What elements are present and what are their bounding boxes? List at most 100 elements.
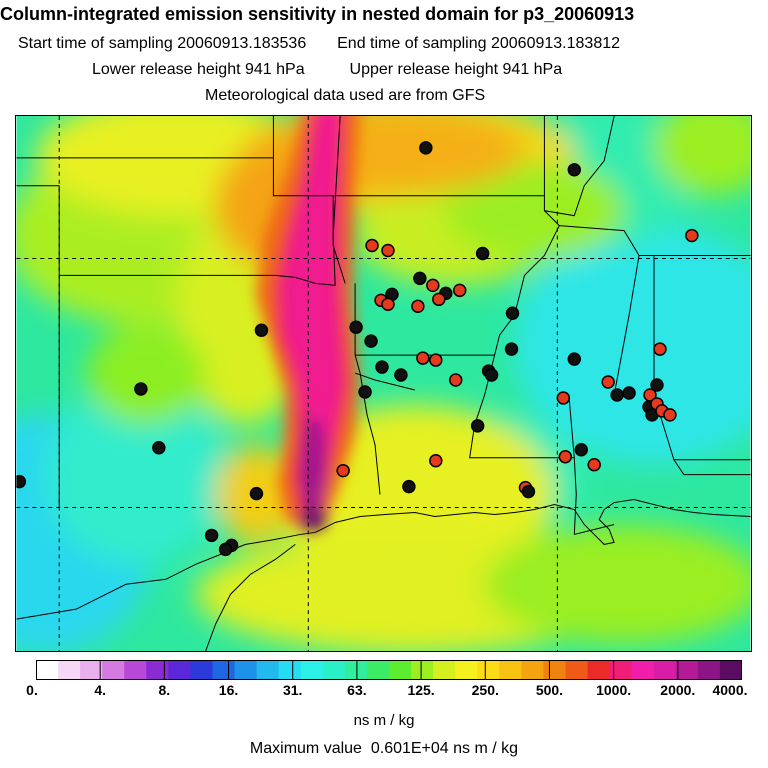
station-marker [685,228,699,243]
colorbar-swatch [697,660,721,680]
station-marker [567,163,582,177]
station-marker [416,351,430,365]
end-time-value: 20060913.183812 [490,35,621,52]
colorbar-swatch [124,660,147,680]
station-marker [16,474,27,489]
colorbar-tick-label: 0. [26,682,38,698]
station-marker [504,342,519,356]
upper-height-value: 941 hPa [502,61,563,78]
station-marker [449,373,463,387]
release-heights: Lower release height 941 hPa Upper relea… [92,61,768,79]
station-marker [249,486,264,501]
lower-height-value: 941 hPa [245,61,305,78]
colorbar-swatch [587,660,611,680]
colorbar-tick-label: 63. [347,682,367,698]
colorbar-swatch [389,660,412,680]
station-marker [419,141,433,155]
colorbar-tick-label: 31. [282,682,303,698]
station-marker [432,292,446,307]
sensitivity-map [15,115,752,652]
station-marker [365,238,379,253]
station-marker [650,378,664,392]
station-marker [413,271,427,286]
colorbar-tick-label: 4. [94,682,107,698]
station-marker [218,542,233,557]
colorbar-swatch [543,660,566,680]
station-marker [336,463,350,478]
colorbar-swatch [300,660,324,680]
colorbar-swatch [102,660,125,680]
colorbar-unit-label: ns m / kg [353,712,415,729]
station-marker [452,283,467,298]
colorbar-swatch [433,660,456,680]
station-marker [381,297,395,312]
colorbar-swatch [411,660,434,680]
station-marker [505,306,520,320]
coastline [16,499,751,651]
upper-height-label: Upper release height [349,61,499,78]
station-marker [429,353,443,367]
colorbar-tick-label: 125. [407,682,435,698]
colorbar-swatch [80,660,103,680]
station-marker [411,299,425,314]
station-marker [610,388,624,402]
colorbar [36,660,742,680]
max-value-number: 0.601E+04 [370,740,449,757]
colorbar-border [36,660,742,680]
station-marker [622,386,636,400]
plot-title: Column-integrated emission sensitivity i… [0,4,635,24]
station-marker [134,382,148,396]
colorbar-tick-label: 1000. [596,682,632,698]
station-marker [587,457,601,472]
max-value-unit: ns m / kg [453,740,519,757]
station-marker [254,323,269,337]
station-marker [381,243,395,258]
station-marker [484,368,499,382]
colorbar-tick-label: 500. [535,682,564,698]
colorbar-swatch [455,660,478,680]
station-markers [16,141,699,557]
station-marker [429,453,443,468]
lower-height-label: Lower release height [92,61,241,78]
station-marker [364,334,378,348]
colorbar-swatch [256,660,280,680]
station-marker [601,375,615,389]
station-marker [426,278,440,293]
station-marker [558,450,573,464]
colorbar-tick-label: 4000. [712,682,748,698]
colorbar-swatch [675,660,699,680]
colorbar-swatch [278,660,302,680]
colorbar-swatch [477,660,500,680]
colorbar-swatch [631,660,655,680]
colorbar-tick-label: 8. [158,682,171,698]
colorbar-swatch [653,660,677,680]
station-marker [394,368,408,382]
station-marker [204,528,219,543]
sampling-times: Start time of sampling 20060913.183536 E… [18,35,768,53]
colorbar-swatch [322,660,346,680]
start-time-value: 20060913.183536 [177,35,307,52]
colorbar-swatch [234,660,258,680]
colorbar-swatch [719,660,742,680]
station-marker [653,342,667,356]
colorbar-swatch [344,660,368,680]
max-value-label: Maximum value [249,740,362,757]
colorbar-swatch [521,660,544,680]
colorbar-swatch [609,660,633,680]
station-marker [375,360,389,374]
colorbar-swatch [499,660,522,680]
colorbar-tick-label: 250. [471,682,499,698]
station-marker [521,484,536,499]
colorbar-swatch [168,660,191,680]
state-borders [16,116,751,535]
station-marker [358,385,372,399]
colorbar-swatch [190,660,213,680]
station-marker [574,443,588,457]
colorbar-swatch [36,660,59,680]
station-marker [567,352,582,366]
station-marker [663,408,677,422]
colorbar-tick-label: 2000. [660,682,696,698]
colorbar-swatch [212,660,236,680]
station-marker [475,246,490,261]
station-marker [349,320,363,334]
